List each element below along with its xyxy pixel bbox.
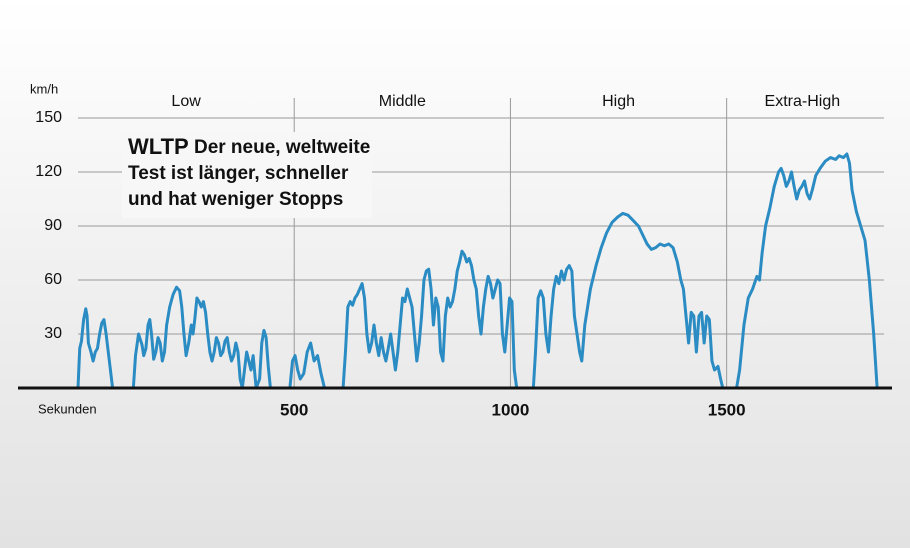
x-axis-label: Sekunden bbox=[38, 401, 97, 416]
note-line: und hat weniger Stopps bbox=[128, 189, 343, 210]
note-title: WLTP Der neue, weltweite bbox=[128, 134, 370, 159]
phase-label: Extra-High bbox=[765, 93, 841, 110]
phase-label: High bbox=[602, 93, 635, 110]
plot-area bbox=[76, 152, 879, 390]
speed-line bbox=[76, 152, 879, 390]
y-tick-label: 150 bbox=[35, 109, 62, 126]
x-tick-label: 1500 bbox=[708, 400, 746, 419]
y-tick-label: 60 bbox=[44, 271, 62, 288]
y-tick-label: 120 bbox=[35, 163, 62, 180]
note-box bbox=[122, 132, 372, 218]
phase-label: Low bbox=[171, 93, 201, 110]
y-tick-label: 90 bbox=[44, 217, 62, 234]
note-line: Test ist länger, schneller bbox=[128, 163, 349, 184]
note-line: Der neue, weltweite bbox=[194, 137, 370, 158]
x-tick-label: 1000 bbox=[492, 400, 530, 419]
note-bold: WLTP bbox=[128, 134, 189, 159]
phase-label: Middle bbox=[379, 93, 426, 110]
y-tick-label: 30 bbox=[44, 325, 62, 342]
y-axis-label: km/h bbox=[30, 81, 58, 96]
x-tick-label: 500 bbox=[280, 400, 308, 419]
